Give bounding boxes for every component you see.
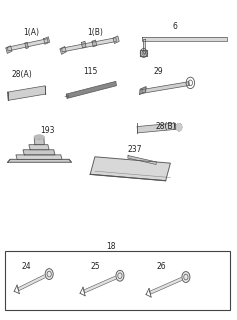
Text: 18: 18: [107, 243, 116, 252]
Polygon shape: [6, 46, 12, 53]
Text: 237: 237: [128, 145, 142, 154]
Polygon shape: [128, 156, 156, 164]
Polygon shape: [142, 82, 189, 93]
Text: 25: 25: [90, 262, 100, 271]
Polygon shape: [150, 276, 186, 294]
Polygon shape: [82, 41, 86, 48]
Polygon shape: [60, 46, 66, 54]
Polygon shape: [140, 87, 146, 94]
Text: 115: 115: [83, 67, 97, 76]
Polygon shape: [142, 39, 145, 53]
Text: 24: 24: [22, 262, 32, 271]
Polygon shape: [25, 42, 28, 49]
Polygon shape: [7, 86, 46, 100]
FancyBboxPatch shape: [5, 251, 230, 310]
Text: 28(A): 28(A): [12, 70, 32, 79]
Polygon shape: [62, 38, 116, 52]
Circle shape: [116, 270, 124, 281]
Text: 193: 193: [41, 125, 55, 134]
Circle shape: [182, 272, 190, 283]
Text: 29: 29: [154, 67, 163, 76]
Polygon shape: [90, 157, 170, 181]
Polygon shape: [44, 37, 50, 44]
Polygon shape: [64, 95, 69, 98]
Text: 26: 26: [156, 262, 166, 271]
Polygon shape: [8, 159, 71, 162]
Circle shape: [176, 123, 182, 131]
Polygon shape: [140, 50, 147, 56]
Polygon shape: [8, 39, 48, 51]
Text: 1(B): 1(B): [87, 28, 103, 37]
Text: 6: 6: [173, 22, 178, 31]
Text: 1(A): 1(A): [23, 28, 39, 37]
Ellipse shape: [34, 135, 44, 139]
Polygon shape: [16, 155, 62, 159]
Polygon shape: [137, 123, 175, 133]
Polygon shape: [113, 36, 119, 44]
Polygon shape: [18, 273, 50, 291]
Polygon shape: [84, 274, 120, 293]
Polygon shape: [66, 81, 116, 99]
Polygon shape: [34, 137, 44, 145]
Polygon shape: [142, 37, 227, 41]
Text: 28(B): 28(B): [155, 122, 176, 131]
Circle shape: [45, 269, 53, 279]
Polygon shape: [92, 40, 97, 47]
Polygon shape: [29, 145, 49, 150]
Polygon shape: [23, 150, 55, 155]
